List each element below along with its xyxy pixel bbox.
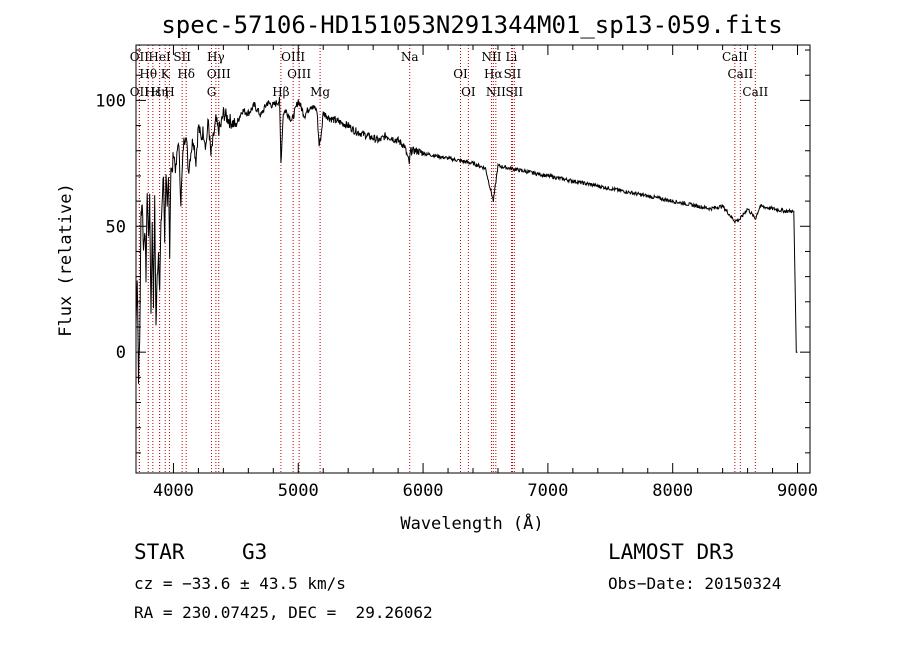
x-tick-label-4000: 4000 <box>153 481 194 501</box>
line-label-15: Hβ <box>272 85 289 99</box>
x-tick-label-5000: 5000 <box>278 481 319 501</box>
object-class: STAR <box>134 540 185 564</box>
redshift-cz: cz = −33.6 ± 43.5 km/s <box>134 574 346 593</box>
line-label-14: OIII <box>281 50 305 64</box>
x-axis-label: Wavelength (Å) <box>400 512 543 534</box>
line-label-1: Hθ <box>139 67 157 81</box>
line-label-13: OIII <box>287 67 311 81</box>
y-tick-label-0: 0 <box>116 343 126 363</box>
line-label-16: Mg <box>310 85 330 99</box>
line-label-10: OIII <box>207 67 231 81</box>
line-label-27: CaII <box>722 50 748 64</box>
survey-name: LAMOST DR3 <box>608 540 735 564</box>
spectral-line-markers <box>138 45 756 473</box>
line-label-8: H <box>164 85 174 99</box>
observation-date: Obs−Date: 20150324 <box>608 574 782 593</box>
line-label-17: Na <box>401 50 419 64</box>
line-label-24: NII <box>486 85 506 99</box>
axis-ticks <box>136 45 810 473</box>
coordinates: RA = 230.07425, DEC = 29.26062 <box>134 603 433 622</box>
x-tick-label-9000: 9000 <box>777 481 818 501</box>
plot-frame <box>135 44 811 474</box>
line-label-21: SII <box>504 67 522 81</box>
y-tick-label-100: 100 <box>95 91 126 111</box>
line-label-0: OII <box>130 50 150 64</box>
x-tick-label-7000: 7000 <box>527 481 568 501</box>
line-label-3: Hε <box>145 85 162 99</box>
line-label-11: Hγ <box>207 50 225 64</box>
line-label-28: CaII <box>742 85 768 99</box>
line-label-22: NII <box>481 50 501 64</box>
line-label-6: Hη <box>151 85 169 99</box>
spectrum-series <box>135 96 798 384</box>
y-axis-label: Flux (relative) <box>56 183 76 337</box>
object-subclass: G3 <box>242 540 268 564</box>
chart-title: spec-57106-HD151053N291344M01_sp13-059.f… <box>161 11 782 39</box>
line-label-12: G <box>207 85 217 99</box>
line-label-25: SII <box>505 85 523 99</box>
line-label-19: OI <box>461 85 476 99</box>
line-label-7: SII <box>173 50 191 64</box>
y-tick-label-50: 50 <box>106 217 126 237</box>
line-label-4: K <box>161 67 171 81</box>
line-label-26: CaII <box>727 67 753 81</box>
line-label-18: OI <box>453 67 468 81</box>
line-label-2: OII <box>130 85 150 99</box>
x-tick-label-6000: 6000 <box>403 481 444 501</box>
line-label-5: HeI <box>148 50 171 64</box>
x-tick-label-8000: 8000 <box>652 481 693 501</box>
line-label-20: Hα <box>484 67 503 81</box>
spectrum-line <box>135 96 798 384</box>
line-label-23: Li <box>506 50 518 64</box>
line-label-9: Hδ <box>177 67 195 81</box>
axis-tick-labels: 4000 5000 6000 7000 8000 9000 0 50 100 <box>95 91 818 501</box>
